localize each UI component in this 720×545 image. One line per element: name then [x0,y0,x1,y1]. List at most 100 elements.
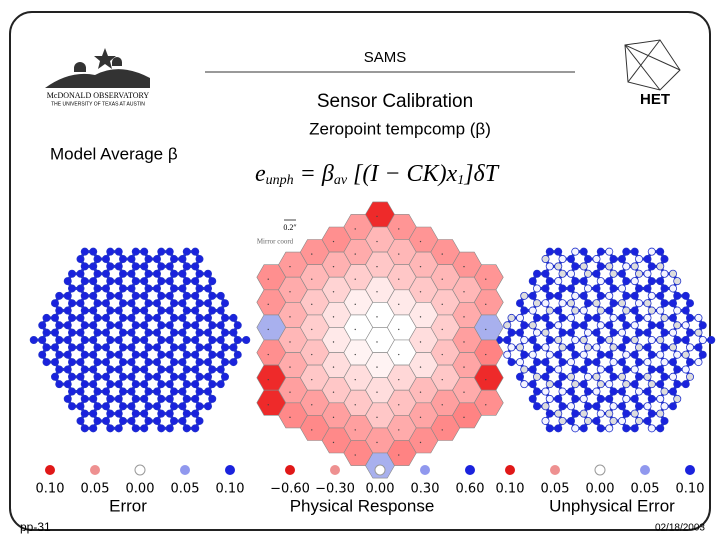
lattice-node [681,306,690,315]
lattice-node [635,284,644,293]
lattice-node [144,284,153,293]
lattice-node [182,335,191,344]
lattice-node [618,358,627,367]
lattice-node [643,299,652,308]
lattice-node [584,269,593,278]
lattice-node [80,350,89,359]
lattice-node [182,365,191,374]
lattice-node [80,335,89,344]
lattice-node [609,372,618,381]
hex-dot [311,429,313,431]
lattice-node [558,269,567,278]
hex-dot [332,265,335,268]
lattice-node [178,416,187,425]
lattice-node [68,328,77,337]
lattice-node [660,328,669,337]
lattice-node [592,255,601,264]
lattice-node [42,358,51,367]
lattice-node [89,262,98,271]
lattice-node [571,409,580,418]
lattice-node [114,277,123,286]
lattice-node [203,328,212,337]
lattice-node [545,365,554,374]
lattice-node [630,247,639,256]
lattice-node [152,299,161,308]
lattice-node [152,402,161,411]
hex-dot [441,378,443,381]
lattice-node [609,387,618,396]
lattice-node [114,306,123,315]
lattice-node [673,291,682,300]
lattice-node [131,247,140,256]
lattice-node [195,416,204,425]
lattice-node [68,402,77,411]
lattice-node [541,269,550,278]
hex-dot [376,291,378,293]
lattice-node [579,306,588,315]
lattice-node [660,343,669,352]
lattice-node [669,343,678,352]
lattice-node [208,380,217,389]
lattice-node [63,277,72,286]
legend-label: −0.60 [270,482,310,497]
lattice-node [157,409,166,418]
lattice-node [165,277,174,286]
lattice-node [55,365,64,374]
hex-dot [398,353,400,356]
lattice-node [114,394,123,403]
lattice-node [89,350,98,359]
lattice-node [635,358,644,367]
lattice-node [144,416,153,425]
lattice-node [630,424,639,433]
lattice-node [673,365,682,374]
lattice-node [63,291,72,300]
hex-dot [398,429,400,431]
lattice-node [140,321,149,330]
legend-swatch [685,465,695,475]
lattice-node [178,269,187,278]
lattice-node [93,416,102,425]
lattice-node [554,321,563,330]
lattice-node [503,350,512,359]
lattice-node [584,358,593,367]
lattice-node [554,335,563,344]
lattice-node [533,328,542,337]
maps [29,201,716,479]
lattice-node [76,416,85,425]
lattice-node [229,358,238,367]
lattice-node [203,269,212,278]
hex-dot [376,366,378,368]
lattice-node [622,277,631,286]
lattice-node [630,277,639,286]
lattice-node [191,424,200,433]
lattice-node [102,269,111,278]
lattice-node [516,372,525,381]
lattice-node [182,409,191,418]
lattice-node [622,394,631,403]
lattice-node [140,409,149,418]
lattice-node [660,416,669,425]
lattice-node [119,372,128,381]
panel-caption: Error [109,496,147,515]
lattice-node [152,372,161,381]
lattice-node [609,402,618,411]
lattice-node [157,277,166,286]
lattice-node [528,306,537,315]
lattice-node [144,387,153,396]
lattice-node [579,394,588,403]
lattice-node [541,402,550,411]
lattice-node [203,387,212,396]
hex-dot [419,341,422,343]
lattice-node [93,358,102,367]
lattice-node [554,277,563,286]
lattice-node [195,269,204,278]
lattice-node [558,372,567,381]
lattice-node [191,394,200,403]
hex-dot [419,265,422,268]
legend-label: 0.30 [411,482,440,497]
lattice-node [567,299,576,308]
lattice-node [102,358,111,367]
lattice-node [93,269,102,278]
lattice-node [554,365,563,374]
lattice-node [216,365,225,374]
